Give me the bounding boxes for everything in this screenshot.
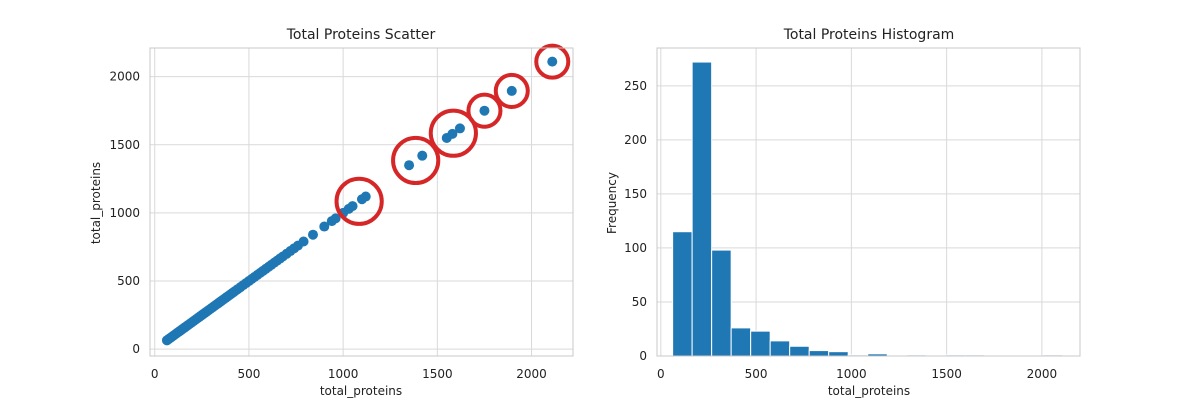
hist-ticks: 0 500 1000 1500 2000 0 50 100 150 200 250 — [624, 79, 1057, 381]
histogram-bar — [769, 340, 791, 357]
histogram-bar — [789, 345, 810, 357]
hist-ytick-label: 0 — [639, 349, 647, 363]
hist-ytick-label: 50 — [632, 295, 647, 309]
histogram-bar — [808, 350, 830, 357]
hist-ylabel: Frequency — [605, 172, 619, 234]
hist-xlabel: total_proteins — [828, 384, 910, 398]
hist-title: Total Proteins Histogram — [783, 27, 955, 43]
scatter-point — [417, 150, 428, 161]
scatter-point — [454, 123, 465, 134]
hist-xtick-label: 1000 — [836, 367, 867, 381]
scatter-point — [506, 85, 517, 96]
scatter-ytick-label: 500 — [117, 274, 140, 288]
histogram-bar — [691, 61, 713, 357]
histogram-bar — [828, 351, 849, 357]
hist-frame — [656, 47, 1081, 357]
scatter-xtick-label: 2000 — [516, 367, 547, 381]
scatter-ytick-label: 0 — [132, 342, 140, 356]
scatter-point — [447, 128, 458, 139]
outlier-highlight-circle — [334, 176, 384, 226]
scatter-ytick-label: 2000 — [109, 70, 140, 84]
scatter-frame — [149, 47, 574, 357]
scatter-point — [360, 191, 371, 202]
scatter-ylabel: total_proteins — [89, 162, 103, 244]
scatter-title: Total Proteins Scatter — [286, 27, 436, 43]
histogram-bar — [730, 327, 752, 357]
hist-xtick-label: 0 — [657, 367, 665, 381]
outlier-highlight-circle — [428, 108, 478, 158]
hist-ytick-label: 250 — [624, 79, 647, 93]
scatter-xtick-label: 1500 — [422, 367, 453, 381]
hist-xtick-label: 500 — [745, 367, 768, 381]
scatter-xtick-label: 0 — [151, 367, 159, 381]
outlier-highlight-circle — [493, 72, 530, 109]
scatter-point — [307, 229, 318, 240]
scatter-panel: Total Proteins Scatter total_proteins to… — [89, 27, 574, 398]
outlier-highlight-circle — [391, 135, 441, 186]
histogram-panel: Total Proteins Histogram total_proteins … — [605, 27, 1081, 398]
scatter-xlabel: total_proteins — [320, 384, 402, 398]
outlier-highlight-circle — [466, 92, 503, 129]
hist-ytick-label: 100 — [624, 241, 647, 255]
scatter-xtick-label: 500 — [237, 367, 260, 381]
scatter-point — [547, 56, 558, 67]
histogram-bar — [750, 330, 771, 357]
scatter-point — [319, 221, 330, 232]
hist-xtick-label: 1500 — [931, 367, 962, 381]
hist-ytick-label: 150 — [624, 187, 647, 201]
scatter-point — [347, 201, 358, 212]
scatter-ytick-label: 1000 — [109, 206, 140, 220]
histogram-bar — [711, 249, 732, 357]
scatter-ytick-label: 1500 — [109, 138, 140, 152]
scatter-point — [330, 213, 341, 224]
hist-bars — [672, 61, 1064, 357]
histogram-bar — [672, 231, 693, 357]
scatter-ticks: 0 500 1000 1500 2000 0 500 1000 1500 2000 — [109, 70, 546, 381]
outlier-highlight-circle — [534, 43, 571, 80]
scatter-highlights — [334, 43, 571, 226]
scatter-xtick-label: 1000 — [328, 367, 359, 381]
scatter-point — [404, 160, 415, 171]
scatter-point — [479, 105, 490, 116]
scatter-point — [298, 236, 309, 247]
hist-xtick-label: 2000 — [1027, 367, 1058, 381]
scatter-points — [161, 56, 558, 346]
hist-ytick-label: 200 — [624, 133, 647, 147]
